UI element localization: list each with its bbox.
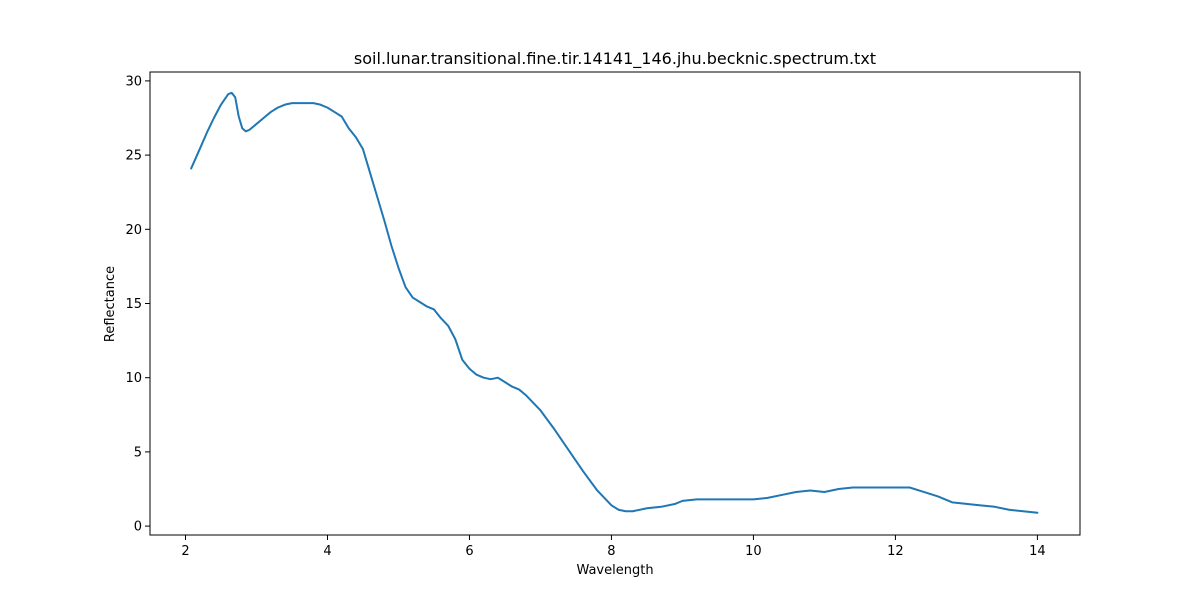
y-tick-label: 0	[134, 520, 142, 535]
y-axis: 0 5 10 15 20 25 30	[125, 74, 150, 535]
spectrum-line-0	[190, 91, 1039, 514]
y-tick-label: 5	[134, 445, 142, 460]
x-axis: 2 4 6 8 10 12 14	[181, 535, 1046, 559]
y-axis-label: Reflectance	[103, 266, 118, 342]
y-tick-label: 25	[125, 149, 142, 164]
x-tick-label: 4	[323, 544, 331, 559]
y-tick-label: 20	[125, 223, 142, 238]
y-tick-label: 30	[125, 74, 142, 89]
y-tick-label: 10	[125, 371, 142, 386]
x-tick-label: 2	[181, 544, 189, 559]
chart-title: soil.lunar.transitional.fine.tir.14141_1…	[354, 49, 876, 69]
x-tick-label: 8	[607, 544, 615, 559]
plot-frame	[149, 71, 1081, 536]
x-tick-label: 6	[465, 544, 473, 559]
x-tick-label: 14	[1029, 544, 1046, 559]
x-tick-label: 12	[887, 544, 904, 559]
plot-area	[190, 91, 1039, 514]
x-tick-label: 10	[745, 544, 762, 559]
y-tick-label: 15	[125, 297, 142, 312]
x-axis-label: Wavelength	[576, 563, 653, 578]
